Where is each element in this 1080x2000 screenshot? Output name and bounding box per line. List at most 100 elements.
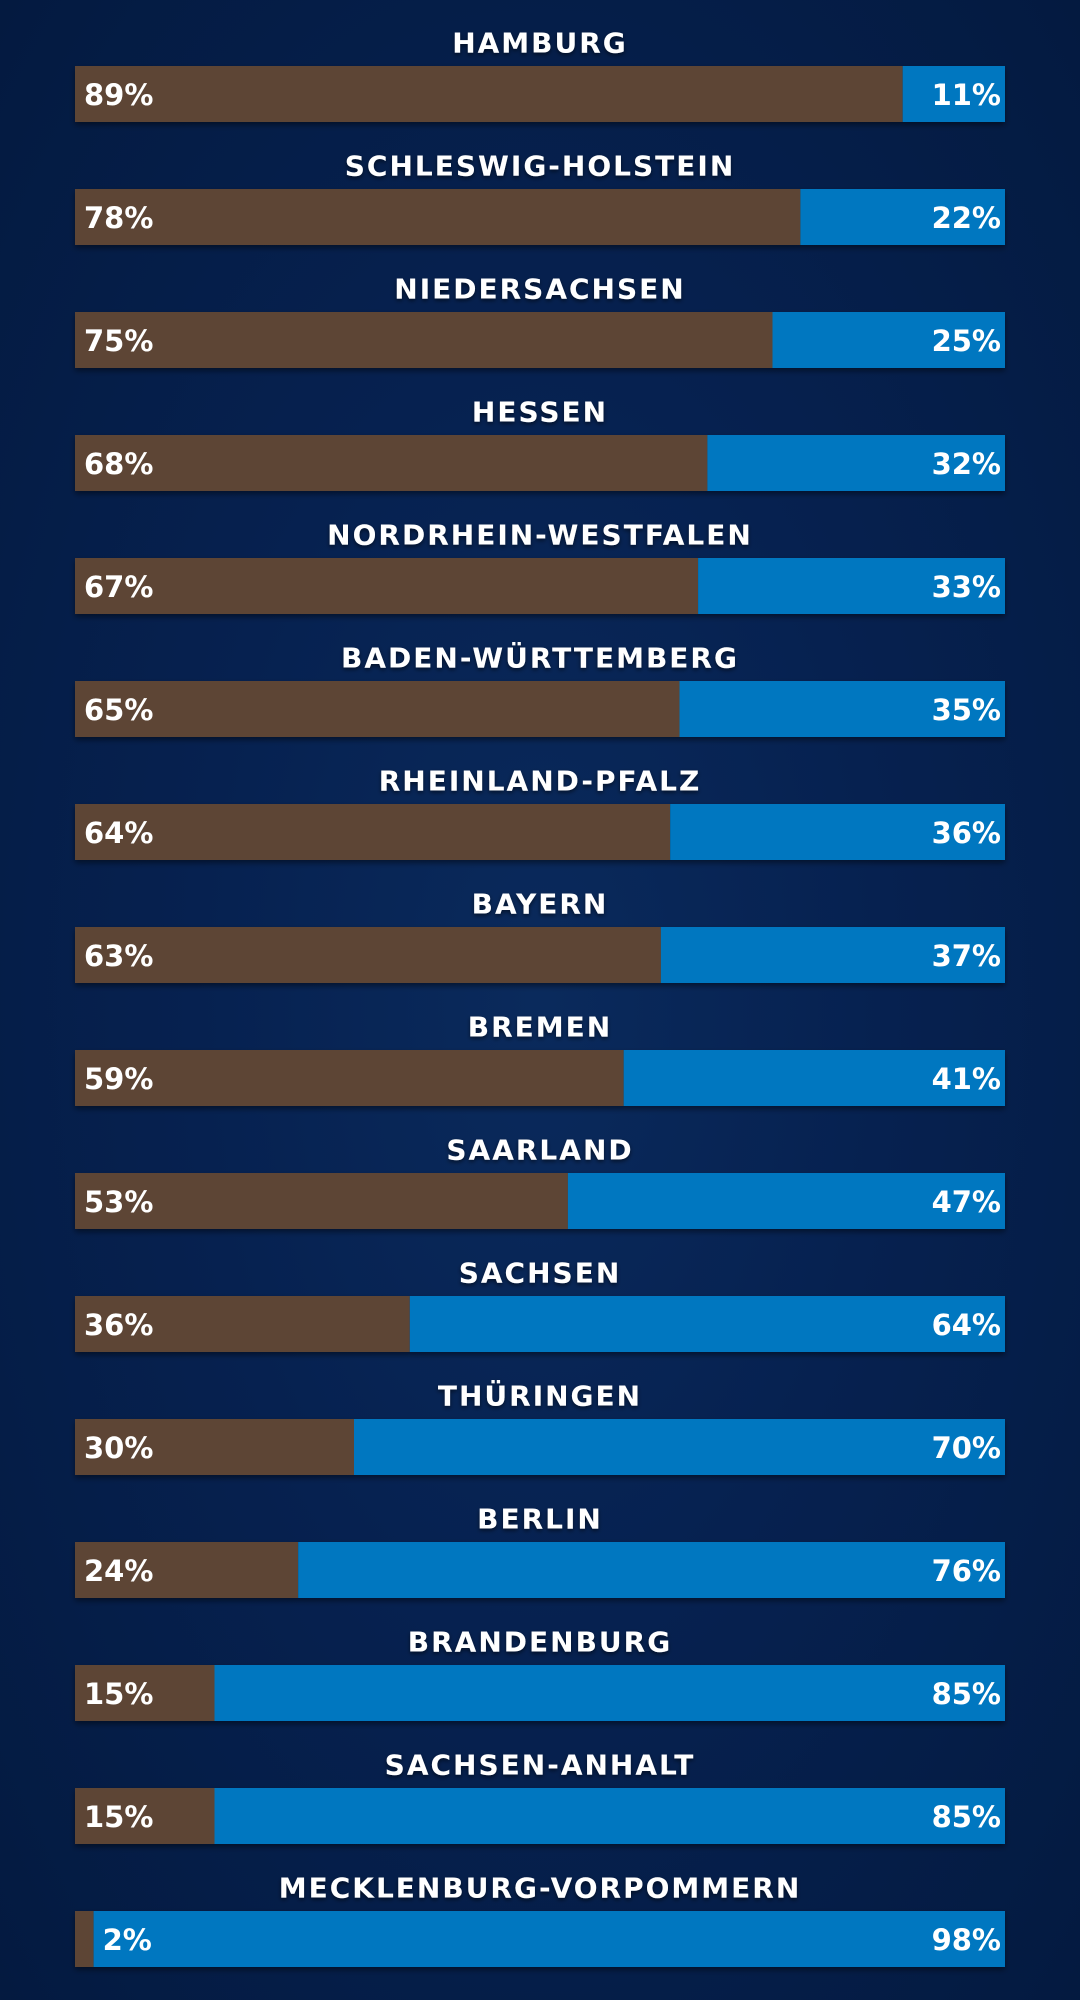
value-label-right: 35% [932,693,1001,727]
value-label-left: 24% [84,1554,153,1588]
value-label-right: 32% [932,447,1001,481]
value-label-left: 75% [84,324,153,358]
value-label-left: 15% [84,1677,153,1711]
value-label-left: 89% [84,78,153,112]
value-label-right: 47% [932,1185,1001,1219]
bar-row: SACHSEN-ANHALT 15% 85% [75,1749,1005,1844]
bar-segment-brown [75,312,773,368]
value-label-left: 30% [84,1431,153,1465]
value-label-left: 78% [84,201,153,235]
bar-row: RHEINLAND-PFALZ 64% 36% [75,765,1005,860]
state-label: THÜRINGEN [438,1379,642,1413]
bar-segment-blue [660,927,1005,983]
bar-segment-brown [75,1296,410,1352]
bar-segment-brown [75,681,680,737]
value-label-right: 98% [932,1923,1001,1957]
bar-segment-blue [698,558,1005,614]
bar-segment-brown [75,927,661,983]
state-label: SAARLAND [446,1134,633,1167]
bar-segment-brown [75,558,699,614]
bar-row: NORDRHEIN-WESTFALEN 67% 33% [75,519,1005,614]
state-label: BREMEN [468,1011,612,1044]
value-label-right: 33% [932,570,1001,604]
bar-segment-blue [354,1419,1005,1475]
state-label: BRANDENBURG [408,1626,672,1659]
value-label-left: 63% [84,939,153,973]
value-label-left: 36% [84,1308,153,1342]
value-label-left: 67% [84,570,153,604]
bar-segment-blue [93,1911,1006,1967]
bar-segment-blue [567,1173,1005,1229]
bar-row: NIEDERSACHSEN 75% 25% [75,273,1005,368]
bar-segment-blue [707,435,1005,491]
state-label: BERLIN [477,1503,603,1536]
bar-segment-brown [75,435,708,491]
bar-segment-blue [214,1665,1005,1721]
bar-segment-brown [75,1050,624,1106]
state-label: NIEDERSACHSEN [394,273,685,306]
value-label-left: 65% [84,693,153,727]
stacked-bar [75,1419,1005,1475]
bar-row: HESSEN 68% 32% [75,396,1005,491]
bar-segment-brown [75,1173,568,1229]
stacked-bar [75,1050,1005,1106]
value-label-right: 70% [932,1431,1001,1465]
stacked-bar [75,66,1005,122]
stacked-bar [75,1665,1005,1721]
value-label-left: 68% [84,447,153,481]
value-label-left: 2% [103,1923,152,1957]
bar-row: BRANDENBURG 15% 85% [75,1626,1005,1721]
bar-row: HAMBURG 89% 11% [75,27,1005,122]
state-label: BAYERN [472,888,609,921]
value-label-right: 22% [932,201,1001,235]
stacked-bar [75,1788,1005,1844]
state-label: HESSEN [472,396,608,429]
bar-segment-blue [902,66,1005,122]
stacked-bar [75,1542,1005,1598]
state-label: SACHSEN [459,1257,622,1290]
value-label-right: 41% [932,1062,1001,1096]
value-label-right: 85% [932,1800,1001,1834]
bar-segment-brown [75,189,801,245]
bar-segment-brown [75,1542,299,1598]
stacked-bar [75,189,1005,245]
state-label: MECKLENBURG-VORPOMMERN [279,1872,802,1905]
bar-segment-brown [75,1911,94,1967]
stacked-bar [75,927,1005,983]
state-label: BADEN-WÜRTTEMBERG [341,641,739,675]
stacked-bar [75,1173,1005,1229]
value-label-left: 64% [84,816,153,850]
bar-segment-blue [670,804,1005,860]
bar-segment-blue [409,1296,1005,1352]
bar-segment-blue [214,1788,1005,1844]
bar-segment-blue [679,681,1005,737]
bar-segment-blue [800,189,1005,245]
value-label-right: 11% [932,78,1001,112]
value-label-left: 59% [84,1062,153,1096]
stacked-bar [75,1911,1006,1967]
stacked-bar [75,804,1005,860]
state-label: RHEINLAND-PFALZ [379,765,702,798]
value-label-right: 85% [932,1677,1001,1711]
value-label-right: 37% [932,939,1001,973]
bar-segment-brown [75,66,903,122]
bar-row: BERLIN 24% 76% [75,1503,1005,1598]
value-label-right: 36% [932,816,1001,850]
value-label-right: 64% [932,1308,1001,1342]
bar-row: SCHLESWIG-HOLSTEIN 78% 22% [75,150,1005,245]
stacked-bar [75,1296,1005,1352]
bar-segment-blue [623,1050,1005,1106]
bar-row: SAARLAND 53% 47% [75,1134,1005,1229]
bar-segment-blue [772,312,1005,368]
value-label-right: 76% [932,1554,1001,1588]
bar-row: BREMEN 59% 41% [75,1011,1005,1106]
bar-segment-brown [75,1419,354,1475]
stacked-bar [75,435,1005,491]
state-label: SCHLESWIG-HOLSTEIN [345,150,736,183]
bar-row: SACHSEN 36% 64% [75,1257,1005,1352]
bar-row: BADEN-WÜRTTEMBERG 65% 35% [75,641,1005,737]
stacked-bar [75,681,1005,737]
state-label: NORDRHEIN-WESTFALEN [327,519,753,552]
bar-row: THÜRINGEN 30% 70% [75,1379,1005,1475]
stacked-bar [75,558,1005,614]
